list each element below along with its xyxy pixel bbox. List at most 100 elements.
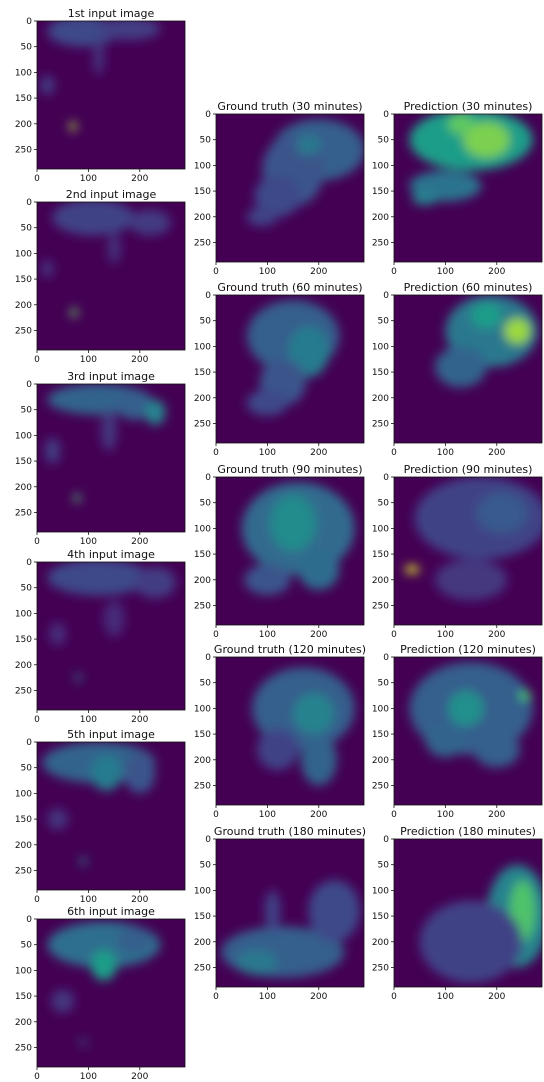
heatmap-cell-5 <box>473 731 520 768</box>
y-tick-label: 250 <box>15 1043 32 1053</box>
y-tick-label: 0 <box>26 198 32 208</box>
x-tick-label: 200 <box>131 537 148 547</box>
y-tick-label: 250 <box>15 686 32 696</box>
heatmap-cell-3 <box>254 175 301 217</box>
axes-frame <box>393 838 543 988</box>
y-tick-label: 200 <box>15 483 32 493</box>
heatmap-cell-4 <box>435 346 487 388</box>
x-tick-label: 100 <box>259 810 276 820</box>
x-tick-label: 100 <box>80 355 97 365</box>
panel-title: Prediction (90 minutes) <box>404 463 533 476</box>
x-tick-label: 100 <box>80 537 97 547</box>
x-tick-label: 200 <box>488 992 505 1002</box>
panel-title: Ground truth (120 minutes) <box>214 643 366 656</box>
heatmap-cell-5 <box>80 857 87 866</box>
y-tick-label: 50 <box>21 764 33 774</box>
x-tick-label: 100 <box>437 992 454 1002</box>
y-tick-label: 150 <box>15 457 32 467</box>
heatmap-panel-15: Ground truth (180 minutes)0 100 2000501001… <box>194 825 366 1002</box>
y-tick-label: 200 <box>372 938 389 948</box>
y-tick-label: 200 <box>194 394 211 404</box>
y-tick-label: 150 <box>15 992 32 1002</box>
heatmap-background <box>37 21 185 169</box>
y-tick-label: 50 <box>21 406 33 416</box>
y-tick-label: 0 <box>205 291 211 301</box>
y-tick-label: 150 <box>372 912 389 922</box>
x-tick-label: 0 <box>391 810 397 820</box>
heatmap-cell-2 <box>90 754 122 791</box>
y-tick-label: 200 <box>15 841 32 851</box>
y-tick-label: 200 <box>194 756 211 766</box>
y-tick-label: 250 <box>194 419 211 429</box>
y-tick-label: 150 <box>372 730 389 740</box>
y-tick-label: 0 <box>383 653 389 663</box>
y-tick-label: 100 <box>15 609 32 619</box>
x-tick-label: 100 <box>80 1072 97 1082</box>
axes-frame <box>36 741 186 891</box>
y-tick-label: 50 <box>200 861 212 871</box>
y-tick-label: 250 <box>194 781 211 791</box>
x-tick-label: 100 <box>259 267 276 277</box>
x-tick-label: 0 <box>34 174 40 184</box>
heatmap-cell-3 <box>471 302 502 329</box>
y-tick-label: 250 <box>194 963 211 973</box>
heatmap-panel-4: 4th input image 0 100 200 0 50 100 150 200 250 <box>15 548 186 725</box>
heatmap-cell-5 <box>93 38 104 75</box>
heatmap-panel-1: 1st input image 0 100 200 0 50 100 150 200 250 <box>15 7 186 184</box>
panel-title: Prediction (30 minutes) <box>404 100 533 113</box>
axes-frame <box>215 113 365 263</box>
heatmap-cell-2 <box>287 325 330 378</box>
y-tick-label: 50 <box>21 584 33 594</box>
axes-frame <box>36 383 186 533</box>
y-tick-label: 100 <box>372 704 389 714</box>
y-tick-label: 200 <box>194 938 211 948</box>
x-tick-label: 200 <box>488 448 505 458</box>
heatmap-cell-3 <box>308 880 360 942</box>
axes-frame <box>215 294 365 444</box>
y-tick-label: 50 <box>378 861 390 871</box>
x-tick-label: 200 <box>131 715 148 725</box>
y-tick-label: 250 <box>15 508 32 518</box>
heatmap-cell-5 <box>103 600 125 637</box>
y-tick-label: 150 <box>194 912 211 922</box>
heatmap-panel-5: 5th input image 0 100 200 0 50 100 150 200 250 <box>15 728 186 905</box>
heatmap-cell-1 <box>52 202 135 236</box>
heatmap-cell-3 <box>124 752 156 794</box>
axes-frame <box>215 656 365 806</box>
y-tick-label: 250 <box>15 145 32 155</box>
panel-title: 6th input image <box>67 905 155 918</box>
x-tick-label: 100 <box>80 715 97 725</box>
heatmap-cell-3 <box>518 690 532 701</box>
y-tick-label: 100 <box>15 68 32 78</box>
heatmap-panel-3: 3rd input image 0 100 200 0 50 100 150 200 250 <box>15 370 186 547</box>
heatmap-cell-2 <box>98 21 161 41</box>
y-tick-label: 100 <box>372 342 389 352</box>
x-tick-label: 0 <box>391 267 397 277</box>
panel-title: 2nd input image <box>66 188 157 201</box>
heatmap-cell-2 <box>447 690 484 727</box>
heatmap-cell-3 <box>49 622 66 646</box>
y-tick-label: 0 <box>205 653 211 663</box>
y-tick-label: 200 <box>15 661 32 671</box>
y-tick-label: 50 <box>200 136 212 146</box>
x-tick-label: 0 <box>213 448 219 458</box>
heatmap-cell-2 <box>236 949 278 976</box>
axes-frame <box>393 294 543 444</box>
axes-frame <box>36 561 186 711</box>
y-tick-label: 150 <box>372 550 389 560</box>
x-tick-label: 0 <box>34 537 40 547</box>
y-tick-label: 150 <box>372 368 389 378</box>
panel-title: 1st input image <box>68 7 155 20</box>
heatmap-panel-2: 2nd input image 0 100 200 0 50 100 150 200 250 <box>15 188 186 365</box>
x-tick-label: 100 <box>80 174 97 184</box>
heatmap-cell-4 <box>424 721 466 758</box>
heatmap-cell-3 <box>447 114 474 135</box>
y-tick-label: 150 <box>15 94 32 104</box>
axes-frame <box>215 838 365 988</box>
heatmap-panel-9: Ground truth (60 minutes) 0 100 200 0 50 100 15… <box>194 281 365 458</box>
x-tick-label: 0 <box>34 715 40 725</box>
y-tick-label: 0 <box>205 835 211 845</box>
y-tick-label: 150 <box>15 815 32 825</box>
y-tick-label: 0 <box>205 110 211 120</box>
panel-title: Ground truth (60 minutes) <box>217 281 362 294</box>
